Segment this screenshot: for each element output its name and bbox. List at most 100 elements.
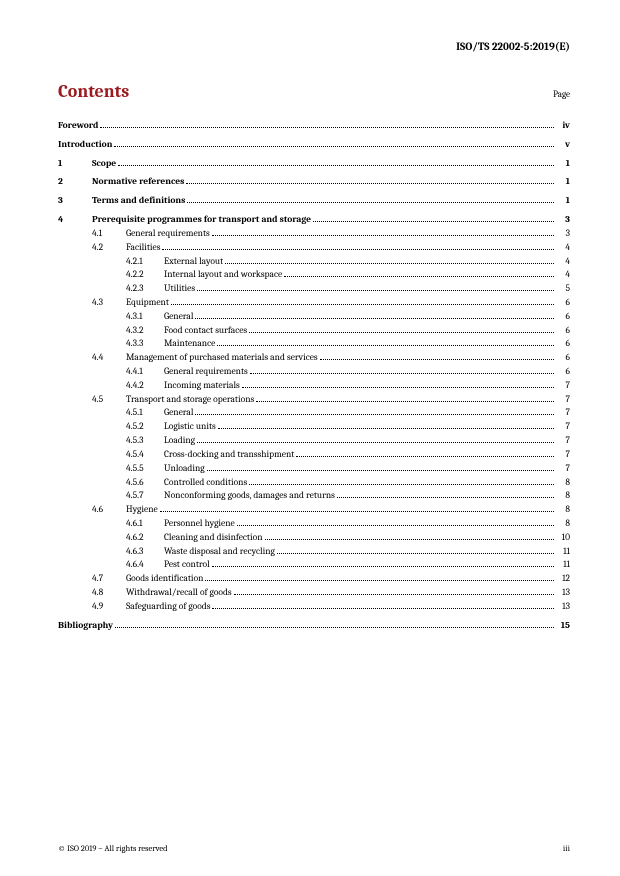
toc-subsection-number: 4.8 [92, 587, 126, 600]
toc-entry: 4.2Facilities4 [58, 242, 570, 255]
toc-subsubsection-number: 4.6.4 [126, 559, 164, 572]
toc-leader [296, 449, 554, 457]
toc-leader [118, 158, 554, 166]
toc-title: Unloading [164, 463, 205, 476]
toc-entry: 4.5.5Unloading7 [58, 463, 570, 476]
toc-entry: 4Prerequisite programmes for transport a… [58, 214, 570, 227]
toc-page-number: 7 [556, 421, 570, 434]
toc-entry: 4.5.7Nonconforming goods, damages and re… [58, 490, 570, 503]
toc-leader [249, 477, 554, 485]
toc-page-number: 3 [556, 214, 570, 227]
toc-leader [242, 380, 554, 388]
toc-leader [277, 546, 554, 554]
toc-page-number: 1 [556, 158, 570, 171]
toc-entry: 4.3.2Food contact surfaces6 [58, 325, 570, 338]
toc-entry: 4.2.3Utilities5 [58, 283, 570, 296]
toc-title: Logistic units [164, 421, 216, 434]
toc-page-number: 7 [556, 435, 570, 448]
toc-page-number: v [556, 139, 570, 152]
toc-subsubsection-number: 4.3.3 [126, 338, 164, 351]
toc-title: External layout [164, 256, 223, 269]
toc-entry: 4.3.3Maintenance6 [58, 338, 570, 351]
toc-entry: 4.6.2Cleaning and disinfection 10 [58, 532, 570, 545]
toc-page-number: 5 [556, 283, 570, 296]
toc-title: Safeguarding of goods [126, 601, 210, 614]
toc-entry: 4.8Withdrawal/recall of goods 13 [58, 587, 570, 600]
toc-entry: 4.6.1Personnel hygiene8 [58, 518, 570, 531]
toc-leader [313, 214, 554, 222]
toc-page-number: 11 [556, 559, 570, 572]
toc-entry: Bibliography15 [58, 620, 570, 633]
toc-subsubsection-number: 4.2.3 [126, 283, 164, 296]
toc-section-number: 4 [58, 214, 92, 227]
toc-subsubsection-number: 4.2.2 [126, 269, 164, 282]
toc-section-number: 3 [58, 195, 92, 208]
toc-subsubsection-number: 4.5.1 [126, 407, 164, 420]
toc-leader [197, 435, 554, 443]
toc-leader [197, 283, 554, 291]
toc-title: Withdrawal/recall of goods [126, 587, 232, 600]
toc-entry: Introduction v [58, 139, 570, 152]
toc-leader [225, 256, 554, 264]
copyright-text: © ISO 2019 – All rights reserved [58, 844, 168, 854]
toc-subsubsection-number: 4.4.1 [126, 366, 164, 379]
toc-page-number: 8 [556, 490, 570, 503]
toc-title: Equipment [126, 297, 169, 310]
toc-leader [284, 270, 554, 278]
toc-page-number: 13 [556, 587, 570, 600]
toc-title: Cross-docking and transshipment [164, 449, 294, 462]
toc-page-number: 12 [556, 573, 570, 586]
toc-subsubsection-number: 4.6.3 [126, 546, 164, 559]
toc-title: Food contact surfaces [164, 325, 247, 338]
toc-page-number: 6 [556, 311, 570, 324]
toc-page-number: 6 [556, 297, 570, 310]
page-footer: © ISO 2019 – All rights reserved iii [58, 844, 570, 854]
toc-leader [162, 242, 554, 250]
toc-entry: 4.3Equipment6 [58, 297, 570, 310]
toc-subsubsection-number: 4.5.4 [126, 449, 164, 462]
toc-entry: 4.5.2Logistic units7 [58, 421, 570, 434]
toc-page-number: 8 [556, 504, 570, 517]
toc-subsubsection-number: 4.5.7 [126, 490, 164, 503]
toc-leader [186, 177, 554, 185]
contents-header: Contents Page [58, 81, 570, 102]
toc-page-number: 13 [556, 601, 570, 614]
toc-page-number: 7 [556, 449, 570, 462]
toc-page-number: 6 [556, 338, 570, 351]
toc-subsubsection-number: 4.3.1 [126, 311, 164, 324]
toc-subsubsection-number: 4.6.1 [126, 518, 164, 531]
toc-leader [249, 325, 554, 333]
toc-entry: 4.5.1General7 [58, 407, 570, 420]
toc-title: Introduction [58, 139, 112, 152]
toc-entry: 3Terms and definitions1 [58, 195, 570, 208]
toc-page-number: 8 [556, 477, 570, 490]
toc-subsection-number: 4.9 [92, 601, 126, 614]
toc-title: General requirements [164, 366, 248, 379]
table-of-contents: ForewordivIntroductionv1Scope12Normative… [58, 120, 570, 632]
toc-page-number: 3 [556, 228, 570, 241]
toc-leader [212, 560, 554, 568]
toc-subsection-number: 4.4 [92, 352, 126, 365]
toc-title: General [164, 407, 193, 420]
toc-title: Foreword [58, 120, 98, 133]
toc-title: Controlled conditions [164, 477, 247, 490]
toc-leader [187, 196, 554, 204]
toc-title: Transport and storage operations [126, 394, 254, 407]
toc-subsubsection-number: 4.6.2 [126, 532, 164, 545]
toc-page-number: 6 [556, 325, 570, 338]
toc-title: General [164, 311, 193, 324]
toc-title: Terms and definitions [92, 195, 185, 208]
toc-leader [320, 353, 554, 361]
toc-page-number: 4 [556, 242, 570, 255]
page-column-label: Page [553, 90, 570, 100]
toc-entry: 4.5.3Loading7 [58, 435, 570, 448]
toc-page-number: 10 [556, 532, 570, 545]
toc-leader [171, 297, 554, 305]
toc-title: Waste disposal and recycling [164, 546, 275, 559]
toc-entry: 4.9Safeguarding of goods 13 [58, 601, 570, 614]
toc-entry: 4.7Goods identification12 [58, 573, 570, 586]
toc-leader [337, 491, 554, 499]
toc-subsubsection-number: 4.5.6 [126, 477, 164, 490]
contents-title: Contents [58, 81, 129, 102]
toc-title: Cleaning and disinfection [164, 532, 263, 545]
